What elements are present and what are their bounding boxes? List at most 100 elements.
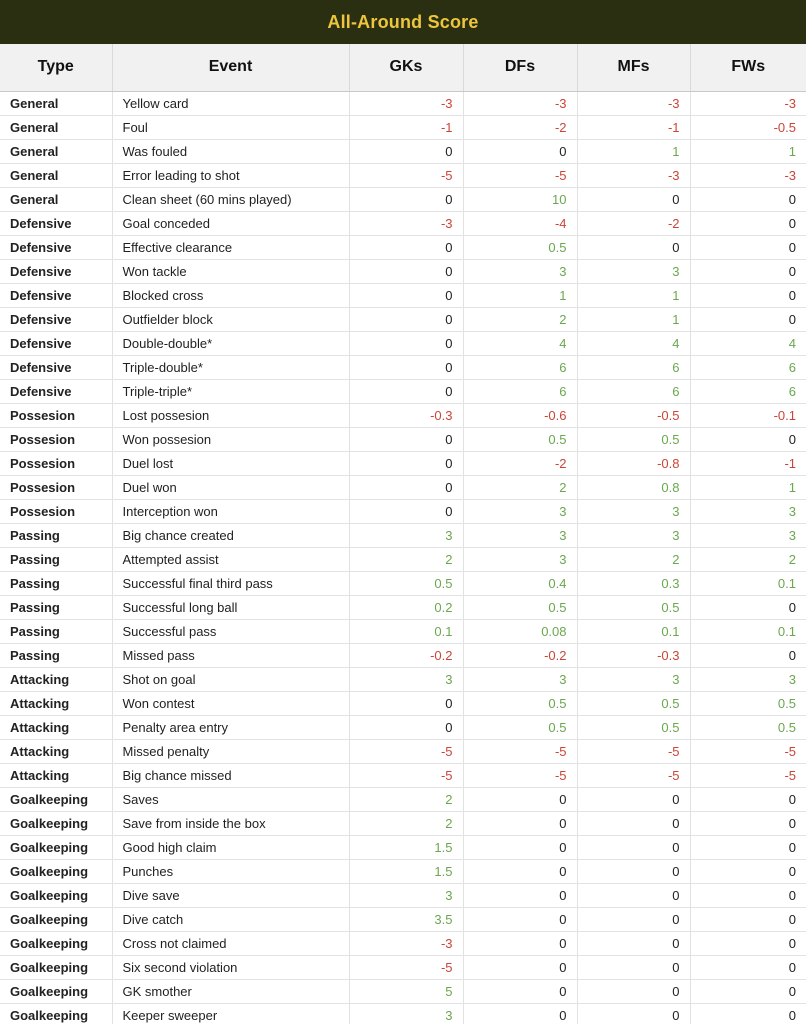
type-cell: Possesion <box>0 499 113 524</box>
value-cell: 0 <box>690 979 806 1004</box>
event-cell: Blocked cross <box>112 283 350 308</box>
value-cell: 0 <box>690 283 806 308</box>
value-cell: 5 <box>349 979 464 1004</box>
event-cell: Interception won <box>112 499 350 524</box>
type-cell: Attacking <box>0 715 113 740</box>
value-cell: 0 <box>690 427 806 452</box>
value-cell: 0 <box>690 811 806 836</box>
table-row: Possesion Won possesion 0 0.5 0.5 0 <box>0 427 806 452</box>
type-cell: Goalkeeping <box>0 787 113 812</box>
table-row: General Error leading to shot -5 -5 -3 -3 <box>0 163 806 188</box>
type-cell: Defensive <box>0 355 113 380</box>
type-cell: Defensive <box>0 331 113 356</box>
table-row: Goalkeeping Six second violation -5 0 0 0 <box>0 955 806 980</box>
value-cell: 2 <box>349 787 464 812</box>
table-row: Possesion Duel lost 0 -2 -0.8 -1 <box>0 451 806 476</box>
value-cell: 0 <box>577 811 691 836</box>
event-cell: Punches <box>112 859 350 884</box>
type-cell: Goalkeeping <box>0 907 113 932</box>
table-row: General Yellow card -3 -3 -3 -3 <box>0 91 806 116</box>
value-cell: 0 <box>349 259 464 284</box>
table-row: Defensive Won tackle 0 3 3 0 <box>0 259 806 284</box>
column-header-fws: FWs <box>690 44 806 92</box>
value-cell: 0 <box>690 643 806 668</box>
table-row: Attacking Penalty area entry 0 0.5 0.5 0.5 <box>0 715 806 740</box>
value-cell: 3 <box>690 667 806 692</box>
event-cell: Won tackle <box>112 259 350 284</box>
value-cell: -5 <box>577 739 691 764</box>
value-cell: 0 <box>577 1003 691 1024</box>
value-cell: 0 <box>690 307 806 332</box>
event-cell: Good high claim <box>112 835 350 860</box>
type-cell: Goalkeeping <box>0 1003 113 1024</box>
table-header: Type Event GKs DFs MFs FWs <box>0 44 806 92</box>
value-cell: 0.8 <box>577 475 691 500</box>
value-cell: -5 <box>349 763 464 788</box>
table-row: Attacking Big chance missed -5 -5 -5 -5 <box>0 763 806 788</box>
value-cell: 0 <box>349 691 464 716</box>
value-cell: 0 <box>463 883 578 908</box>
value-cell: 1 <box>690 475 806 500</box>
value-cell: 0 <box>349 475 464 500</box>
value-cell: 2 <box>463 307 578 332</box>
event-cell: Missed penalty <box>112 739 350 764</box>
value-cell: 0 <box>690 883 806 908</box>
type-cell: Goalkeeping <box>0 859 113 884</box>
value-cell: 0 <box>690 931 806 956</box>
value-cell: -0.3 <box>349 403 464 428</box>
value-cell: 0 <box>349 331 464 356</box>
table-row: Goalkeeping Dive catch 3.5 0 0 0 <box>0 907 806 932</box>
value-cell: -2 <box>463 451 578 476</box>
event-cell: Won contest <box>112 691 350 716</box>
value-cell: 0.1 <box>349 619 464 644</box>
table-row: Defensive Triple-triple* 0 6 6 6 <box>0 379 806 404</box>
type-cell: Goalkeeping <box>0 811 113 836</box>
type-cell: Defensive <box>0 283 113 308</box>
event-cell: Outfielder block <box>112 307 350 332</box>
value-cell: 10 <box>463 187 578 212</box>
value-cell: 0.1 <box>690 571 806 596</box>
event-cell: Dive save <box>112 883 350 908</box>
table-row: Passing Successful pass 0.1 0.08 0.1 0.1 <box>0 619 806 644</box>
value-cell: 3 <box>463 259 578 284</box>
type-cell: Defensive <box>0 211 113 236</box>
type-cell: Passing <box>0 547 113 572</box>
event-cell: Shot on goal <box>112 667 350 692</box>
table-row: General Clean sheet (60 mins played) 0 10 0 0 <box>0 187 806 212</box>
table-row: Goalkeeping Good high claim 1.5 0 0 0 <box>0 835 806 860</box>
value-cell: 1.5 <box>349 835 464 860</box>
value-cell: 0.5 <box>463 427 578 452</box>
table-row: Goalkeeping GK smother 5 0 0 0 <box>0 979 806 1004</box>
type-cell: Defensive <box>0 235 113 260</box>
value-cell: 0 <box>690 907 806 932</box>
event-cell: Successful final third pass <box>112 571 350 596</box>
value-cell: 3 <box>463 667 578 692</box>
value-cell: 0 <box>577 187 691 212</box>
table-row: Passing Missed pass -0.2 -0.2 -0.3 0 <box>0 643 806 668</box>
value-cell: 4 <box>690 331 806 356</box>
value-cell: -0.5 <box>577 403 691 428</box>
table-row: Goalkeeping Punches 1.5 0 0 0 <box>0 859 806 884</box>
value-cell: 0 <box>690 787 806 812</box>
value-cell: 0 <box>463 139 578 164</box>
value-cell: 1 <box>577 307 691 332</box>
value-cell: -2 <box>463 115 578 140</box>
type-cell: Attacking <box>0 739 113 764</box>
type-cell: Possesion <box>0 475 113 500</box>
value-cell: 6 <box>577 379 691 404</box>
event-cell: Effective clearance <box>112 235 350 260</box>
type-cell: Attacking <box>0 667 113 692</box>
value-cell: 3 <box>690 523 806 548</box>
column-header-gks: GKs <box>349 44 464 92</box>
value-cell: 0 <box>577 787 691 812</box>
value-cell: 2 <box>577 547 691 572</box>
event-cell: Duel lost <box>112 451 350 476</box>
value-cell: 1.5 <box>349 859 464 884</box>
type-cell: Passing <box>0 523 113 548</box>
value-cell: 3 <box>463 523 578 548</box>
table-row: Goalkeeping Saves 2 0 0 0 <box>0 787 806 812</box>
event-cell: Triple-triple* <box>112 379 350 404</box>
value-cell: 0 <box>690 835 806 860</box>
table-row: Goalkeeping Keeper sweeper 3 0 0 0 <box>0 1003 806 1024</box>
value-cell: 3 <box>577 523 691 548</box>
